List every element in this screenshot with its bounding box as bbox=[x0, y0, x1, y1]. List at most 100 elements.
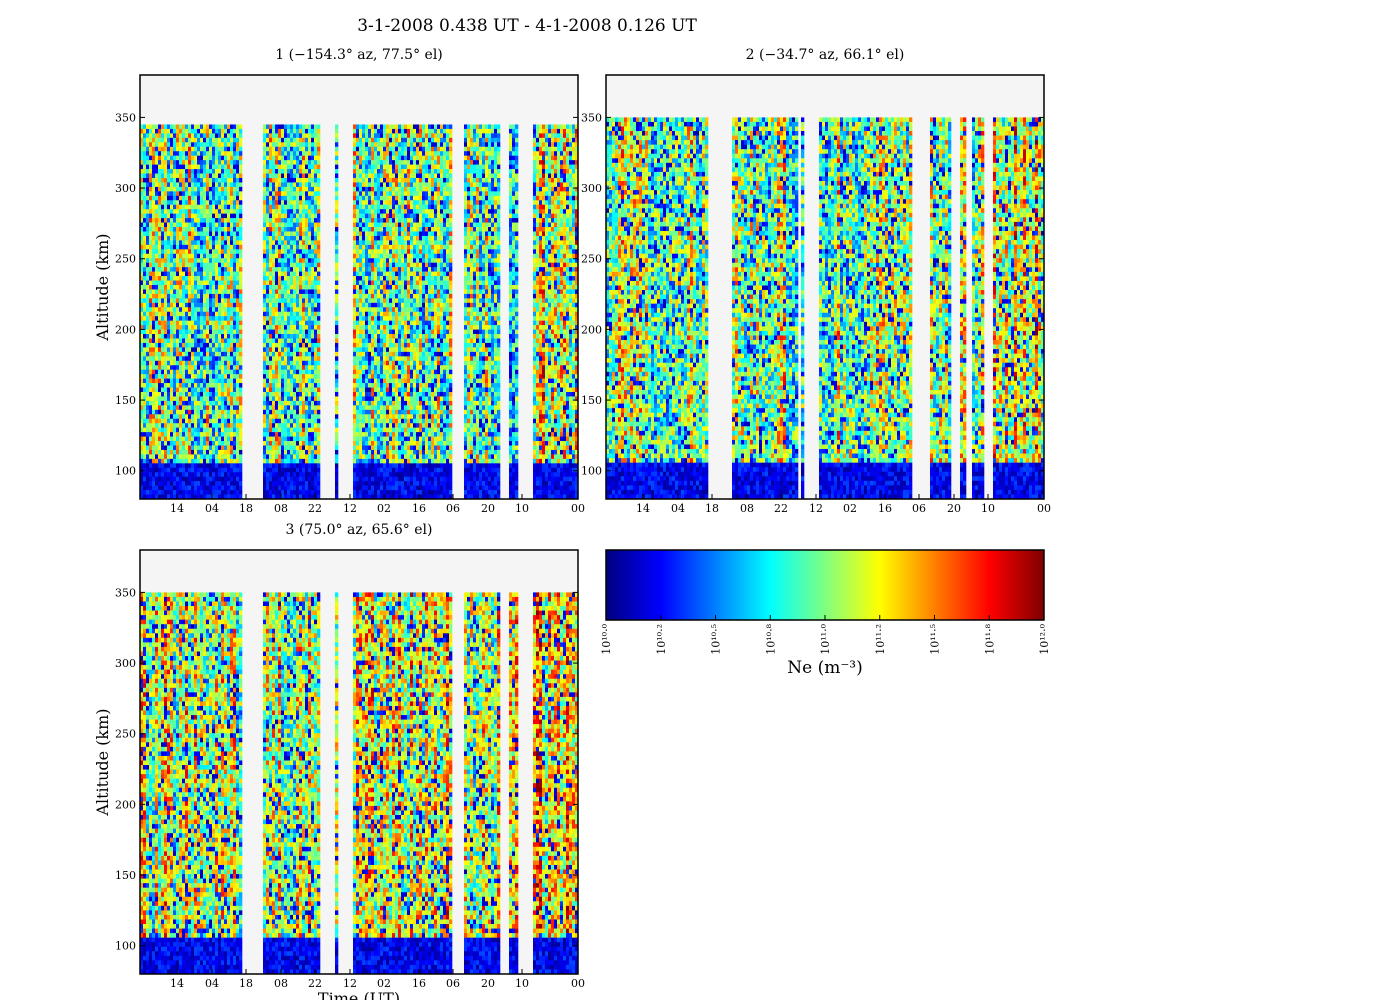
heatmap-cell bbox=[155, 450, 158, 455]
heatmap-cell bbox=[182, 289, 185, 294]
heatmap-cell bbox=[179, 477, 182, 482]
heatmap-cell bbox=[185, 151, 188, 156]
heatmap-cell bbox=[188, 379, 191, 384]
heatmap-cell bbox=[182, 463, 185, 468]
heatmap-cell bbox=[155, 365, 158, 370]
heatmap-cell bbox=[182, 174, 185, 179]
heatmap-cell bbox=[149, 472, 152, 477]
heatmap-cell bbox=[155, 361, 158, 366]
heatmap-cell bbox=[197, 214, 200, 219]
heatmap-cell bbox=[179, 352, 182, 357]
heatmap-cell bbox=[176, 142, 179, 147]
heatmap-cell bbox=[164, 316, 167, 321]
heatmap-cell bbox=[185, 486, 188, 491]
heatmap-cell bbox=[173, 437, 176, 442]
heatmap-cell bbox=[197, 169, 200, 174]
heatmap-cell bbox=[194, 227, 197, 232]
heatmap-cell bbox=[197, 187, 200, 192]
heatmap-cell bbox=[170, 147, 173, 152]
heatmap-cell bbox=[191, 258, 194, 263]
heatmap-cell bbox=[158, 258, 161, 263]
heatmap-cell bbox=[152, 258, 155, 263]
heatmap-cell bbox=[152, 200, 155, 205]
heatmap-cell bbox=[167, 347, 170, 352]
heatmap-cell bbox=[173, 347, 176, 352]
heatmap-cell bbox=[146, 463, 149, 468]
heatmap-cell bbox=[161, 312, 164, 317]
heatmap-cell bbox=[194, 303, 197, 308]
heatmap-cell bbox=[176, 218, 179, 223]
heatmap-cell bbox=[185, 272, 188, 277]
heatmap-cell bbox=[149, 147, 152, 152]
heatmap-cell bbox=[173, 419, 176, 424]
heatmap-cell bbox=[143, 414, 146, 419]
heatmap-cell bbox=[161, 486, 164, 491]
heatmap-cell bbox=[152, 303, 155, 308]
heatmap-cell bbox=[182, 477, 185, 482]
heatmap-cell bbox=[185, 468, 188, 473]
heatmap-cell bbox=[146, 334, 149, 339]
heatmap-cell bbox=[188, 437, 191, 442]
heatmap-cell bbox=[152, 374, 155, 379]
heatmap-cell bbox=[155, 446, 158, 451]
heatmap-cell bbox=[170, 477, 173, 482]
heatmap-cell bbox=[185, 490, 188, 495]
heatmap-cell bbox=[149, 174, 152, 179]
heatmap-cell bbox=[158, 468, 161, 473]
heatmap-cell bbox=[149, 459, 152, 464]
heatmap-cell bbox=[152, 245, 155, 250]
heatmap-cell bbox=[161, 316, 164, 321]
heatmap-cell bbox=[152, 490, 155, 495]
heatmap-cell bbox=[173, 298, 176, 303]
heatmap-column bbox=[170, 124, 173, 499]
heatmap-cell bbox=[146, 468, 149, 473]
heatmap-cell bbox=[182, 459, 185, 464]
heatmap-cell bbox=[188, 209, 191, 214]
heatmap-cell bbox=[167, 245, 170, 250]
heatmap-cell bbox=[158, 285, 161, 290]
heatmap-cell bbox=[152, 347, 155, 352]
heatmap-cell bbox=[170, 223, 173, 228]
heatmap-cell bbox=[182, 178, 185, 183]
heatmap-cell bbox=[191, 254, 194, 259]
heatmap-cell bbox=[143, 151, 146, 156]
heatmap-cell bbox=[167, 133, 170, 138]
heatmap-cell bbox=[176, 392, 179, 397]
heatmap-cell bbox=[155, 129, 158, 134]
heatmap-cell bbox=[173, 267, 176, 272]
heatmap-cell bbox=[167, 187, 170, 192]
heatmap-cell bbox=[191, 223, 194, 228]
heatmap-cell bbox=[179, 446, 182, 451]
heatmap-cell bbox=[188, 254, 191, 259]
heatmap-cell bbox=[158, 303, 161, 308]
heatmap-cell bbox=[185, 294, 188, 299]
heatmap-cell bbox=[143, 240, 146, 245]
heatmap-cell bbox=[143, 481, 146, 486]
heatmap-cell bbox=[152, 156, 155, 161]
heatmap-cell bbox=[164, 410, 167, 415]
heatmap-cell bbox=[188, 165, 191, 170]
heatmap-cell bbox=[191, 463, 194, 468]
heatmap-cell bbox=[173, 321, 176, 326]
heatmap-cell bbox=[173, 209, 176, 214]
heatmap-cell bbox=[164, 214, 167, 219]
heatmap-cell bbox=[146, 218, 149, 223]
heatmap-cell bbox=[194, 370, 197, 375]
heatmap-cell bbox=[164, 138, 167, 143]
heatmap-cell bbox=[182, 450, 185, 455]
heatmap-cell bbox=[146, 156, 149, 161]
heatmap-cell bbox=[143, 454, 146, 459]
heatmap-cell bbox=[158, 401, 161, 406]
heatmap-cell bbox=[185, 347, 188, 352]
heatmap-cell bbox=[152, 165, 155, 170]
heatmap-cell bbox=[167, 156, 170, 161]
heatmap-cell bbox=[167, 428, 170, 433]
heatmap-cell bbox=[143, 178, 146, 183]
heatmap-cell bbox=[143, 227, 146, 232]
heatmap-cell bbox=[155, 441, 158, 446]
heatmap-cell bbox=[164, 486, 167, 491]
heatmap-cell bbox=[194, 182, 197, 187]
heatmap-cell bbox=[179, 401, 182, 406]
heatmap-cell bbox=[179, 459, 182, 464]
heatmap-cell bbox=[152, 182, 155, 187]
